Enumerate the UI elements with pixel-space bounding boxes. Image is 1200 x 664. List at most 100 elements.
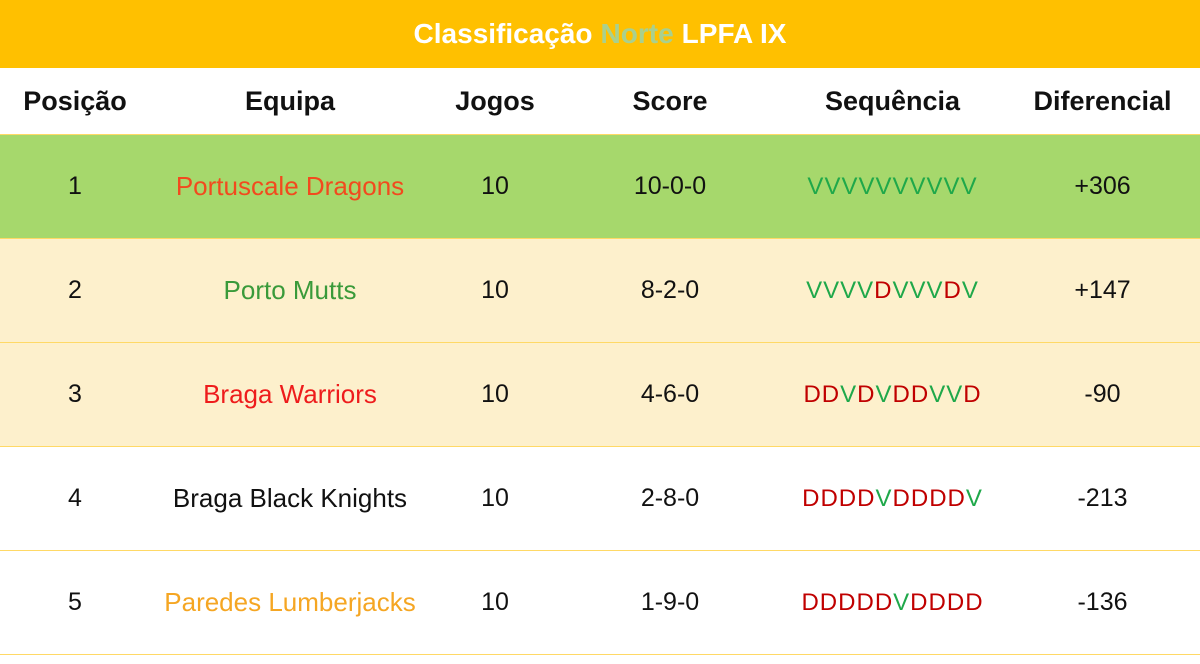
result-letter: D bbox=[801, 588, 820, 616]
sequence: DDDDVDDDDV bbox=[802, 485, 983, 513]
result-letter: D bbox=[946, 588, 966, 616]
result-letter: V bbox=[926, 172, 944, 200]
result-letter: D bbox=[892, 380, 911, 408]
result-letter: V bbox=[909, 172, 927, 200]
score-cell: 4-6-0 bbox=[560, 343, 780, 447]
title-part: Norte bbox=[600, 18, 674, 49]
result-letter: D bbox=[819, 588, 839, 616]
header-row: Posição Equipa Jogos Score Sequência Diferenc… bbox=[0, 68, 1200, 135]
result-letter: V bbox=[840, 276, 858, 304]
result-letter: V bbox=[961, 276, 979, 304]
position-cell: 5 bbox=[0, 551, 150, 655]
team-cell: Braga Warriors bbox=[150, 343, 430, 447]
result-letter: V bbox=[858, 172, 876, 200]
result-letter: V bbox=[926, 276, 944, 304]
sequence-cell: DDDDDVDDDD bbox=[780, 551, 1005, 655]
result-letter: V bbox=[909, 276, 927, 304]
table-body: 1 Portuscale Dragons 10 10-0-0 VVVVVVVVVV +30… bbox=[0, 135, 1200, 655]
differential-cell: -90 bbox=[1005, 343, 1200, 447]
result-letter: D bbox=[820, 484, 839, 512]
result-letter: D bbox=[821, 380, 841, 408]
position-cell: 1 bbox=[0, 135, 150, 239]
score-cell: 10-0-0 bbox=[560, 135, 780, 239]
table-row: 4 Braga Black Knights 10 2-8-0 DDDDVDDDDV -21… bbox=[0, 447, 1200, 551]
result-letter: D bbox=[965, 588, 984, 616]
team-name: Braga Black Knights bbox=[172, 483, 408, 513]
result-letter: D bbox=[874, 588, 894, 616]
games-cell: 10 bbox=[430, 343, 560, 447]
games-cell: 10 bbox=[430, 135, 560, 239]
result-letter: V bbox=[875, 380, 893, 408]
team-name: Porto Mutts bbox=[223, 275, 357, 305]
result-letter: D bbox=[910, 380, 930, 408]
result-letter: V bbox=[943, 172, 961, 200]
position-cell: 4 bbox=[0, 447, 150, 551]
result-letter: D bbox=[803, 380, 822, 408]
result-letter: D bbox=[928, 588, 947, 616]
title-part: LPFA IX bbox=[681, 18, 787, 49]
score-cell: 2-8-0 bbox=[560, 447, 780, 551]
differential-cell: -136 bbox=[1005, 551, 1200, 655]
result-letter: D bbox=[857, 484, 876, 512]
result-letter: D bbox=[910, 484, 930, 512]
result-letter: V bbox=[875, 484, 893, 512]
table-row: 5 Paredes Lumberjacks 10 1-9-0 DDDDDVDDDD -13… bbox=[0, 551, 1200, 655]
result-letter: V bbox=[841, 172, 859, 200]
team-name: Portuscale Dragons bbox=[175, 171, 405, 201]
differential-cell: +306 bbox=[1005, 135, 1200, 239]
sequence: VVVVDVVVDV bbox=[806, 277, 979, 305]
team-cell: Portuscale Dragons bbox=[150, 135, 430, 239]
score-cell: 1-9-0 bbox=[560, 551, 780, 655]
sequence: DDVDVDDVVD bbox=[803, 381, 981, 409]
team-name: Paredes Lumberjacks bbox=[164, 587, 416, 617]
team-name: Braga Warriors bbox=[203, 379, 377, 409]
result-letter: D bbox=[857, 380, 876, 408]
games-cell: 10 bbox=[430, 447, 560, 551]
result-letter: D bbox=[910, 588, 929, 616]
result-letter: V bbox=[823, 276, 841, 304]
result-letter: D bbox=[802, 484, 821, 512]
result-letter: D bbox=[947, 484, 966, 512]
table-row: 1 Portuscale Dragons 10 10-0-0 VVVVVVVVVV +30… bbox=[0, 135, 1200, 239]
sequence-cell: VVVVVVVVVV bbox=[780, 135, 1005, 239]
sequence: VVVVVVVVVV bbox=[807, 173, 977, 201]
result-letter: D bbox=[943, 276, 962, 304]
column-header: Jogos bbox=[430, 68, 560, 135]
title-part: Classificação bbox=[413, 18, 593, 49]
result-letter: V bbox=[806, 276, 824, 304]
sequence-cell: DDVDVDDVVD bbox=[780, 343, 1005, 447]
team-cell: Porto Mutts bbox=[150, 239, 430, 343]
result-letter: V bbox=[965, 484, 983, 512]
sequence-cell: VVVVDVVVDV bbox=[780, 239, 1005, 343]
result-letter: V bbox=[892, 276, 910, 304]
result-letter: V bbox=[840, 380, 858, 408]
result-letter: D bbox=[874, 276, 893, 304]
title-bar: Classificação Norte LPFA IX bbox=[0, 0, 1200, 68]
result-letter: D bbox=[892, 484, 911, 512]
column-header: Sequência bbox=[780, 68, 1005, 135]
result-letter: D bbox=[929, 484, 948, 512]
result-letter: V bbox=[946, 380, 964, 408]
result-letter: D bbox=[838, 484, 858, 512]
result-letter: D bbox=[963, 380, 982, 408]
team-cell: Paredes Lumberjacks bbox=[150, 551, 430, 655]
differential-cell: -213 bbox=[1005, 447, 1200, 551]
differential-cell: +147 bbox=[1005, 239, 1200, 343]
table-row: 2 Porto Mutts 10 8-2-0 VVVVDVVVDV +147 bbox=[0, 239, 1200, 343]
result-letter: V bbox=[857, 276, 875, 304]
sequence-cell: DDDDVDDDDV bbox=[780, 447, 1005, 551]
position-cell: 3 bbox=[0, 343, 150, 447]
result-letter: V bbox=[875, 172, 893, 200]
position-cell: 2 bbox=[0, 239, 150, 343]
result-letter: V bbox=[929, 380, 947, 408]
team-cell: Braga Black Knights bbox=[150, 447, 430, 551]
games-cell: 10 bbox=[430, 239, 560, 343]
column-header: Posição bbox=[0, 68, 150, 135]
result-letter: V bbox=[892, 172, 910, 200]
table-row: 3 Braga Warriors 10 4-6-0 DDVDVDDVVD -90 bbox=[0, 343, 1200, 447]
result-letter: D bbox=[856, 588, 875, 616]
column-header: Equipa bbox=[150, 68, 430, 135]
score-cell: 8-2-0 bbox=[560, 239, 780, 343]
sequence: DDDDDVDDDD bbox=[801, 589, 983, 617]
